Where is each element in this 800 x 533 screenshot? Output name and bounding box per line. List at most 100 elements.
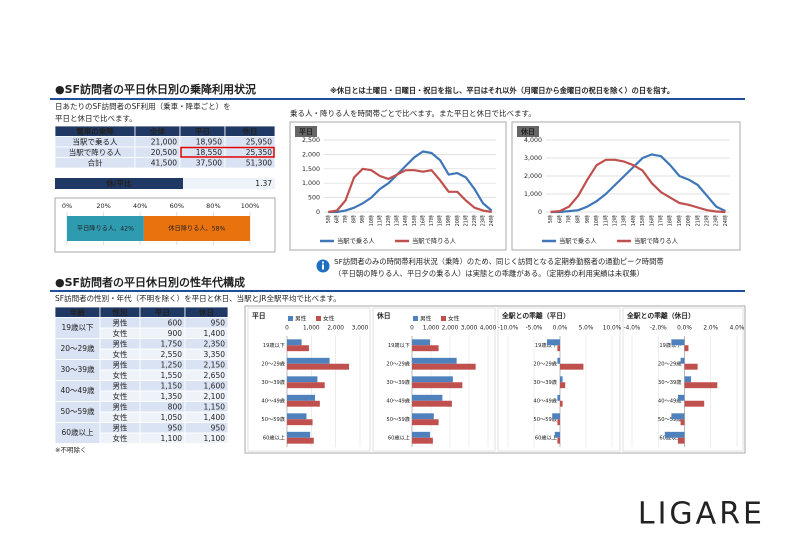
- x-tick-label: 80%: [206, 202, 220, 210]
- bar: [287, 363, 350, 370]
- ratio-label-cell: [55, 178, 183, 189]
- y-tick-label: 4,000: [524, 137, 542, 144]
- chart-title: 全駅との乖離（平日）: [501, 311, 570, 320]
- age-label: 20～29歳: [60, 343, 95, 353]
- bar: [412, 357, 457, 364]
- chart-frame: [497, 307, 621, 452]
- age-label: 30～39歳: [60, 364, 95, 374]
- cell-text: 女性: [113, 391, 128, 401]
- chart-title-tag: [517, 126, 539, 137]
- x-tick-label: 13時: [622, 215, 628, 226]
- column-header: 休日: [242, 126, 258, 136]
- cell-text: 20,500: [151, 148, 177, 157]
- x-tick-label: 16時: [420, 215, 426, 226]
- x-tick-label: -4.0%: [624, 326, 641, 332]
- x-tick-label: 13時: [395, 215, 401, 226]
- cell-text: 25,950: [246, 137, 272, 146]
- cell-text: 1,100: [161, 434, 183, 443]
- bar: [412, 419, 439, 426]
- bar: [560, 382, 566, 389]
- table-cell: [184, 432, 229, 444]
- cell-text: 37,500: [196, 158, 222, 167]
- cell-text: 1,600: [204, 381, 226, 390]
- x-tick-label: 1,000: [303, 326, 320, 332]
- legend-swatch: [288, 316, 293, 321]
- x-tick-label: 9時: [360, 215, 366, 223]
- x-tick-label: -10.0%: [498, 326, 519, 332]
- bar: [287, 345, 309, 352]
- y-tick-label: 0: [316, 209, 320, 216]
- y-tick-label: 50～59歳: [658, 415, 682, 423]
- cell-text: 1,400: [204, 329, 226, 338]
- x-tick-label: 20時: [455, 215, 461, 226]
- highlight-box: [180, 146, 275, 158]
- cell-text: 1,150: [204, 402, 226, 411]
- intro-text: 日あたりのSF訪問者のSF利用（乗車・降車ごと）を: [55, 101, 231, 111]
- y-tick-label: 1,000: [524, 191, 542, 198]
- intro-text: SF訪問者の性別・年代（不明を除く）を平日と休日、当駅とJR全駅平均で比べます。: [55, 293, 341, 303]
- age-label: 19歳以下: [61, 322, 94, 332]
- legend-label: 当駅で乗る人: [559, 236, 597, 245]
- legend-label: 女性: [448, 315, 460, 323]
- y-tick-label: 50～59歳: [533, 415, 557, 423]
- bar: [560, 400, 563, 407]
- legend-label: 男性: [420, 315, 432, 323]
- column-header: 性別: [113, 307, 128, 317]
- y-tick-label: 2,000: [302, 151, 320, 158]
- age-label: 40～49歳: [60, 385, 95, 395]
- ratio-label: 休/平比: [105, 178, 132, 188]
- y-tick-label: 30～39歳: [658, 378, 682, 386]
- bar: [287, 431, 311, 438]
- x-tick-label: 10時: [369, 215, 375, 226]
- x-tick-label: 15時: [412, 215, 418, 226]
- bar: [560, 376, 563, 383]
- cell-text: 18,950: [196, 137, 222, 146]
- x-tick-label: 0: [410, 326, 414, 332]
- bar: [557, 345, 560, 352]
- bar: [287, 413, 307, 420]
- bar: [664, 431, 685, 438]
- cell-text: 女性: [113, 328, 128, 338]
- column-header: 平日: [195, 127, 210, 136]
- cell-text: 1,750: [161, 339, 183, 348]
- x-tick-label: 22時: [472, 215, 478, 226]
- x-tick-label: 2,000: [327, 326, 344, 332]
- x-tick-label: 24時: [723, 215, 729, 226]
- cell-text: 男性: [113, 359, 128, 369]
- x-tick-label: 2.0%: [703, 326, 718, 332]
- footnote: ※不明除く: [55, 445, 86, 454]
- cell-text: 合計: [88, 157, 103, 167]
- cell-text: 41,500: [151, 158, 177, 167]
- cell-text: 当駅で乗る人: [73, 136, 118, 146]
- cell-text: 男性: [113, 338, 128, 348]
- x-tick-label: 4,000: [480, 326, 497, 332]
- y-tick-label: 19歳以下: [263, 341, 285, 349]
- y-tick-label: 40～49歳: [533, 396, 557, 404]
- y-tick-label: 40～49歳: [261, 396, 285, 404]
- cell-text: 1,400: [204, 413, 226, 422]
- x-tick-label: 3,000: [352, 326, 369, 332]
- bar: [287, 382, 325, 389]
- x-tick-label: 15時: [640, 215, 646, 226]
- x-tick-label: 12時: [386, 215, 392, 226]
- x-tick-label: -2.0%: [650, 326, 667, 332]
- ratio-value: 1.37: [255, 179, 272, 188]
- cell-text: 3,350: [204, 350, 226, 359]
- x-tick-label: 21時: [695, 215, 701, 226]
- chart-title-tag: [295, 126, 317, 137]
- x-tick-label: 12時: [613, 215, 619, 226]
- cell-text: 1,350: [161, 392, 183, 401]
- cell-text: 2,350: [204, 339, 226, 348]
- column-header: 全体: [149, 126, 165, 136]
- bar: [671, 339, 685, 346]
- cell-text: 800: [168, 402, 183, 411]
- x-tick-label: 5時: [326, 215, 332, 223]
- x-tick-label: 19時: [446, 215, 452, 226]
- cell-text: 1,150: [161, 381, 183, 390]
- bar: [287, 376, 318, 383]
- cell-text: 950: [211, 318, 226, 327]
- bar: [412, 437, 433, 444]
- x-tick-label: 24時: [489, 215, 495, 226]
- info-text: （平日朝の降りる人、平日夕の乗る人）は実態との乖離がある。（定期券の利用実績は未…: [334, 269, 644, 278]
